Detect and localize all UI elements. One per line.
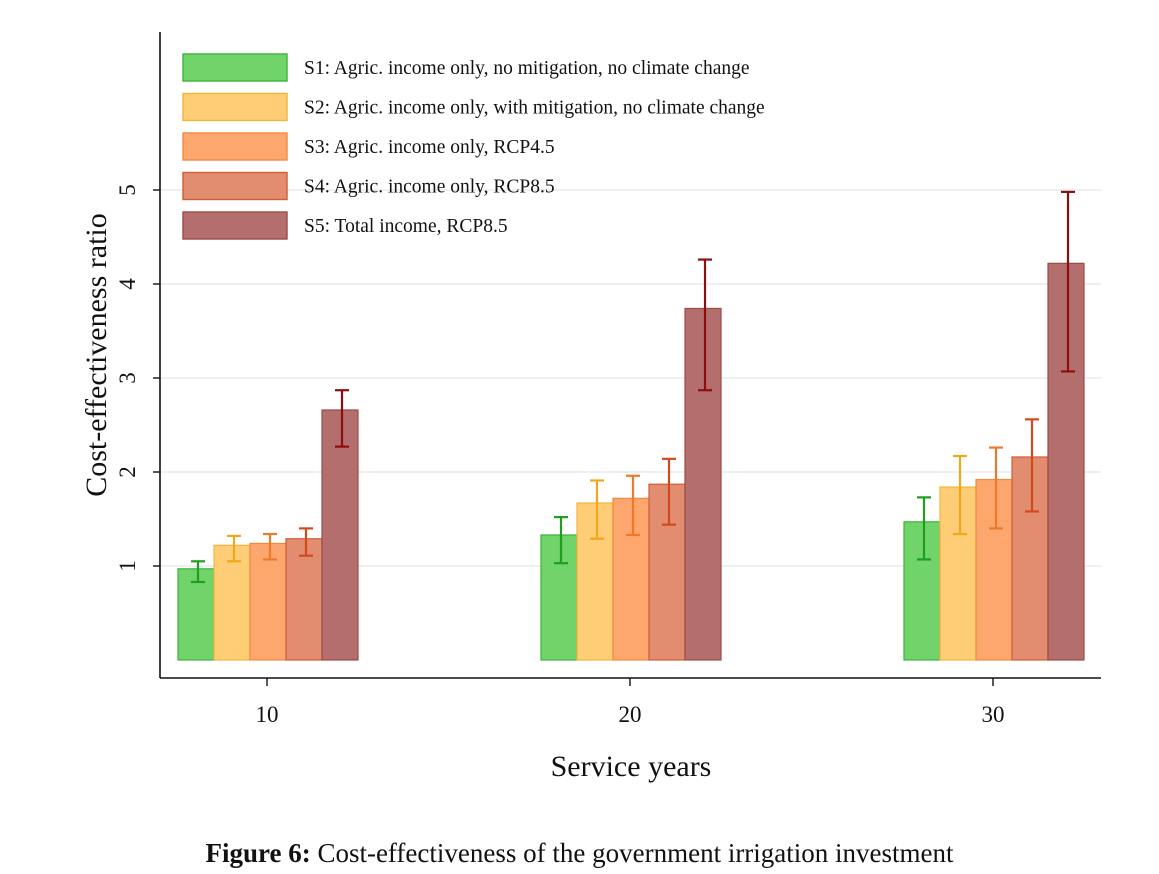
bar	[648, 483, 686, 661]
legend-label: S4: Agric. income only, RCP8.5	[304, 177, 555, 198]
legend-swatch	[182, 171, 288, 201]
legend-item: S4: Agric. income only, RCP8.5	[182, 171, 555, 201]
legend-item: S2: Agric. income only, with mitigation,…	[182, 92, 765, 122]
bar	[213, 544, 251, 661]
legend-item: S5: Total income, RCP8.5	[182, 211, 508, 240]
x-tick-label: 20	[619, 702, 642, 727]
x-tick-label: 30	[982, 702, 1005, 727]
x-tick-label: 10	[256, 702, 279, 727]
legend-swatch	[182, 211, 288, 240]
legend-item: S3: Agric. income only, RCP4.5	[182, 132, 555, 161]
y-tick-label: 1	[115, 560, 140, 572]
y-tick-label: 2	[115, 466, 140, 478]
x-axis-title: Service years	[551, 750, 712, 783]
figure-caption-text: Cost-effectiveness of the government irr…	[317, 838, 954, 868]
bar	[540, 534, 578, 661]
y-axis-title: Cost-effectiveness ratio	[80, 213, 113, 497]
y-tick-label: 3	[115, 372, 140, 384]
bar	[177, 568, 215, 661]
bar	[1047, 262, 1085, 661]
bar	[249, 542, 287, 661]
bar	[576, 502, 614, 661]
figure-caption: Figure 6: Cost-effectiveness of the gove…	[0, 838, 1159, 869]
figure-caption-label: Figure 6:	[205, 838, 311, 868]
legend-label: S1: Agric. income only, no mitigation, n…	[304, 58, 750, 79]
y-tick-label: 5	[115, 184, 140, 196]
y-tick-label: 4	[115, 278, 140, 290]
bar	[903, 521, 941, 661]
legend-item: S1: Agric. income only, no mitigation, n…	[182, 53, 750, 82]
bar	[612, 497, 650, 661]
legend-label: S2: Agric. income only, with mitigation,…	[304, 98, 765, 119]
legend-swatch	[182, 92, 288, 122]
x-ticks: 10 20 30	[256, 678, 1005, 727]
bar-chart: 1 2 3 4 5 10 20 30 Service years Cost-effectiv…	[80, 32, 1101, 783]
legend-label: S3: Agric. income only, RCP4.5	[304, 137, 555, 158]
legend-swatch	[182, 132, 288, 161]
bar	[1011, 456, 1049, 661]
legend-label: S5: Total income, RCP8.5	[304, 216, 508, 237]
bar	[939, 486, 977, 661]
bar	[321, 409, 359, 661]
bar	[684, 307, 722, 661]
error-bars	[191, 190, 1075, 584]
y-ticks: 1 2 3 4 5	[115, 184, 160, 572]
bars	[177, 262, 1085, 661]
bar	[285, 538, 323, 661]
legend: S1: Agric. income only, no mitigation, n…	[182, 53, 765, 240]
legend-swatch	[182, 53, 288, 82]
bar	[975, 478, 1013, 661]
